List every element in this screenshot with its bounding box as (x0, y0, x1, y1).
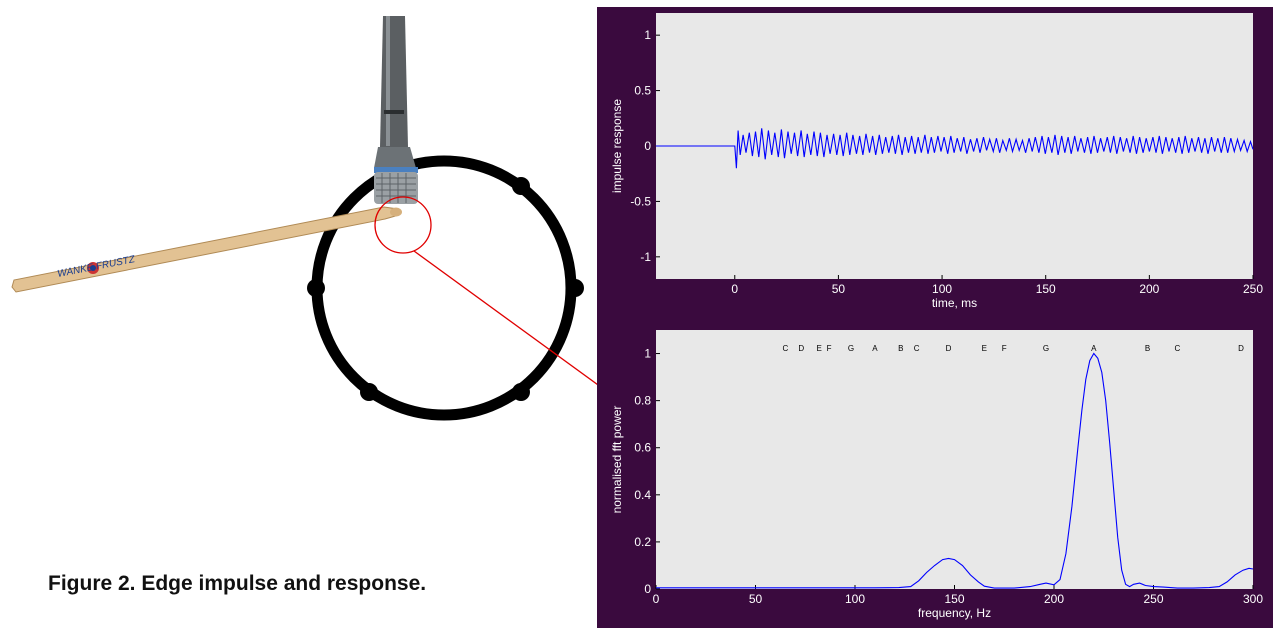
y-tick-label: 0.8 (634, 394, 651, 408)
impact-highlight-circle (374, 196, 432, 254)
y-tick-label: 0.5 (634, 84, 651, 98)
note-label: F (1002, 344, 1007, 353)
note-label: B (1145, 344, 1150, 353)
x-tick-label: 50 (832, 282, 846, 296)
x-tick-label: 100 (845, 592, 865, 606)
drum-lug (360, 383, 378, 401)
x-tick-label: 0 (731, 282, 738, 296)
x-tick-label: 50 (749, 592, 763, 606)
series-line (656, 352, 1254, 589)
note-label: C (1174, 344, 1180, 353)
y-tick-label: -1 (640, 250, 651, 264)
drum-rim-ring (311, 155, 577, 421)
note-label: B (898, 344, 903, 353)
note-label: F (827, 344, 832, 353)
drum-lugs (307, 177, 584, 401)
leader-line (413, 250, 597, 385)
note-label: E (817, 344, 822, 353)
drum-lug (512, 383, 530, 401)
note-label: D (946, 344, 952, 353)
x-tick-label: 100 (932, 282, 952, 296)
microphone-icon (374, 16, 418, 204)
y-tick-label: 0.2 (634, 535, 651, 549)
x-tick-label: 0 (653, 592, 660, 606)
drum-lug (307, 279, 325, 297)
drum-illustration: WANKE FRUSTZ (11, 16, 597, 421)
figure-caption: Figure 2. Edge impulse and response. (48, 572, 427, 595)
drumstick-icon: WANKE FRUSTZ (11, 206, 402, 293)
note-label: C (914, 344, 920, 353)
note-label: A (1091, 344, 1097, 353)
y-tick-label: 1 (644, 28, 651, 42)
y-tick-label: 0.6 (634, 441, 651, 455)
x-tick-label: 150 (944, 592, 964, 606)
x-tick-label: 150 (1036, 282, 1056, 296)
x-tick-label: 200 (1044, 592, 1064, 606)
y-tick-label: 1 (644, 347, 651, 361)
drum-lug (566, 279, 584, 297)
x-tick-label: 200 (1139, 282, 1159, 296)
drum-lug (512, 177, 530, 195)
x-axis-label: time, ms (932, 296, 977, 310)
note-label: G (1043, 344, 1049, 353)
figure-panel: 0 50 100 150 200 250 -1 -0.5 0 0.5 1 time, ms impuls… (597, 7, 1273, 628)
y-axis-label: impulse response (610, 99, 624, 193)
plot-area (656, 330, 1253, 589)
y-tick-label: 0.4 (634, 488, 651, 502)
note-label: D (798, 344, 804, 353)
y-tick-label: 0 (644, 582, 651, 596)
plot-area (656, 13, 1253, 279)
y-tick-label: -0.5 (630, 194, 651, 208)
y-axis-label: normalised fft power (610, 406, 624, 514)
series-line (656, 128, 1254, 169)
x-tick-label: 300 (1243, 592, 1263, 606)
note-label: C (782, 344, 788, 353)
note-label: G (848, 344, 854, 353)
note-label: A (872, 344, 878, 353)
x-axis-label: frequency, Hz (918, 606, 991, 620)
y-tick-label: 0 (644, 139, 651, 153)
x-tick-label: 250 (1243, 282, 1263, 296)
note-label: E (982, 344, 987, 353)
x-tick-label: 250 (1143, 592, 1163, 606)
note-label: D (1238, 344, 1244, 353)
